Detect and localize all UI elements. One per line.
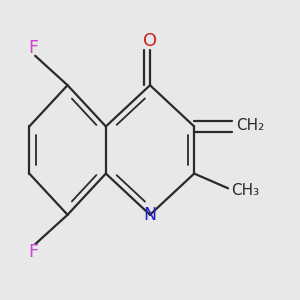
Text: O: O xyxy=(143,32,157,50)
Text: CH₃: CH₃ xyxy=(231,182,259,197)
Text: N: N xyxy=(143,206,157,224)
Text: F: F xyxy=(29,38,39,56)
Text: CH₂: CH₂ xyxy=(236,118,264,134)
Text: F: F xyxy=(29,244,39,262)
